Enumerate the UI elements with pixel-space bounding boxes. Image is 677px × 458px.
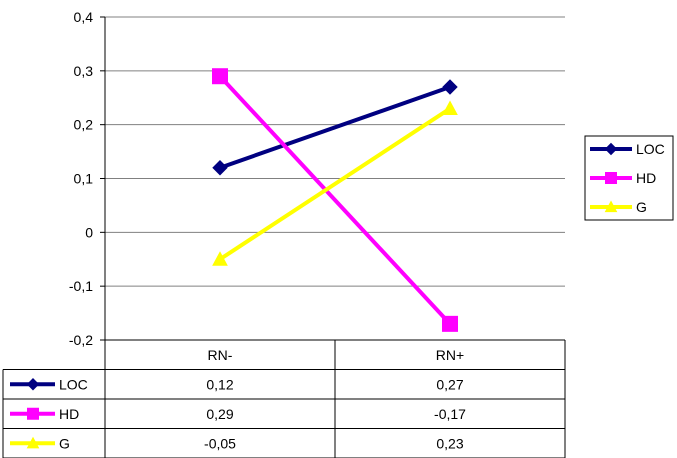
- series-marker-loc: [442, 79, 458, 95]
- table-value: -0,17: [434, 406, 466, 422]
- y-tick-label: -0,2: [69, 332, 93, 348]
- y-tick-label: -0,1: [69, 278, 93, 294]
- table-value: 0,12: [206, 376, 233, 392]
- table-value: 0,23: [436, 435, 463, 451]
- table-legend-key-marker: [26, 436, 40, 449]
- table-series-name: HD: [59, 406, 79, 422]
- series-marker-hd: [442, 315, 458, 332]
- category-label: RN+: [436, 347, 464, 363]
- y-tick-label: 0,4: [74, 9, 94, 25]
- series-marker-g: [442, 100, 458, 115]
- legend-key-marker: [605, 172, 617, 184]
- table-legend-key-marker: [26, 378, 40, 391]
- series-marker-g: [212, 251, 228, 266]
- y-tick-label: 0: [85, 224, 93, 240]
- series-line-loc: [219, 85, 451, 170]
- category-label: RN-: [208, 347, 233, 363]
- table-legend-key-marker: [27, 407, 39, 420]
- series-marker-hd: [212, 68, 228, 85]
- y-tick-label: 0,1: [74, 171, 94, 187]
- legend-key-marker: [604, 200, 618, 213]
- legend-key-marker: [604, 142, 618, 156]
- legend-label: G: [636, 199, 647, 215]
- table-value: 0,29: [206, 406, 233, 422]
- legend-label: HD: [636, 170, 656, 186]
- table-series-name: G: [59, 435, 70, 451]
- table-value: -0,05: [204, 435, 236, 451]
- table-series-name: LOC: [59, 376, 88, 392]
- series-line-g: [218, 106, 452, 261]
- y-tick-label: 0,3: [74, 63, 94, 79]
- series-marker-loc: [212, 160, 228, 176]
- legend-label: LOC: [636, 141, 665, 157]
- series-line-hd: [218, 74, 452, 326]
- y-tick-label: 0,2: [74, 117, 94, 133]
- table-value: 0,27: [436, 376, 463, 392]
